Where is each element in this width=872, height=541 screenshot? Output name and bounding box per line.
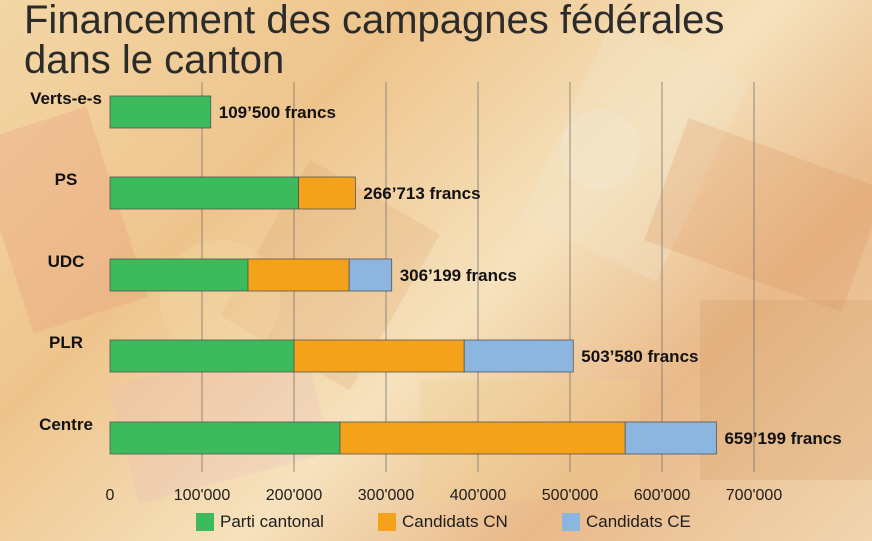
bar-segment — [339, 421, 626, 455]
bar-segment — [109, 176, 300, 210]
category-label: PLR — [49, 333, 83, 352]
chart-title-line: dans le canton — [24, 38, 285, 82]
x-tick-label: 100'000 — [174, 487, 231, 504]
x-tick-label: 300'000 — [358, 487, 415, 504]
chart-title-line: Financement des campagnes fédérales — [24, 0, 725, 42]
bar-segment — [109, 421, 341, 455]
legend-item: Parti cantonal — [196, 512, 324, 532]
legend-label: Candidats CE — [586, 512, 691, 531]
x-tick-label: 500'000 — [542, 487, 599, 504]
legend-swatch — [562, 513, 580, 531]
legend-swatch — [196, 513, 214, 531]
category-label: UDC — [48, 252, 85, 271]
chart-title: Financement des campagnes fédérales dans … — [24, 0, 724, 80]
bar-segment — [109, 95, 212, 129]
x-tick-label: 700'000 — [726, 487, 783, 504]
category-label: Verts-e-s — [30, 89, 102, 108]
bar-segment — [624, 421, 717, 455]
total-data-label: 266’713 francs — [363, 184, 480, 203]
bar-segment — [463, 339, 574, 373]
bar-segment — [247, 258, 350, 292]
bar-segment — [293, 339, 465, 373]
bar-segment — [348, 258, 393, 292]
legend-item: Candidats CN — [378, 512, 508, 532]
bar-segment — [109, 258, 249, 292]
total-data-label: 659’199 francs — [724, 429, 841, 448]
x-tick-label: 0 — [106, 487, 115, 504]
category-label: Centre — [39, 415, 93, 434]
bar-segment — [109, 339, 295, 373]
x-tick-label: 600'000 — [634, 487, 691, 504]
x-tick-label: 200'000 — [266, 487, 323, 504]
total-data-label: 306’199 francs — [400, 266, 517, 285]
chart-legend: Parti cantonal Candidats CN Candidats CE — [0, 512, 872, 538]
legend-item: Candidats CE — [562, 512, 691, 532]
bar-segment — [298, 176, 356, 210]
x-tick-label: 400'000 — [450, 487, 507, 504]
total-data-label: 109’500 francs — [219, 103, 336, 122]
legend-swatch — [378, 513, 396, 531]
total-data-label: 503’580 francs — [581, 347, 698, 366]
category-label: PS — [55, 170, 78, 189]
legend-label: Candidats CN — [402, 512, 508, 531]
legend-label: Parti cantonal — [220, 512, 324, 531]
